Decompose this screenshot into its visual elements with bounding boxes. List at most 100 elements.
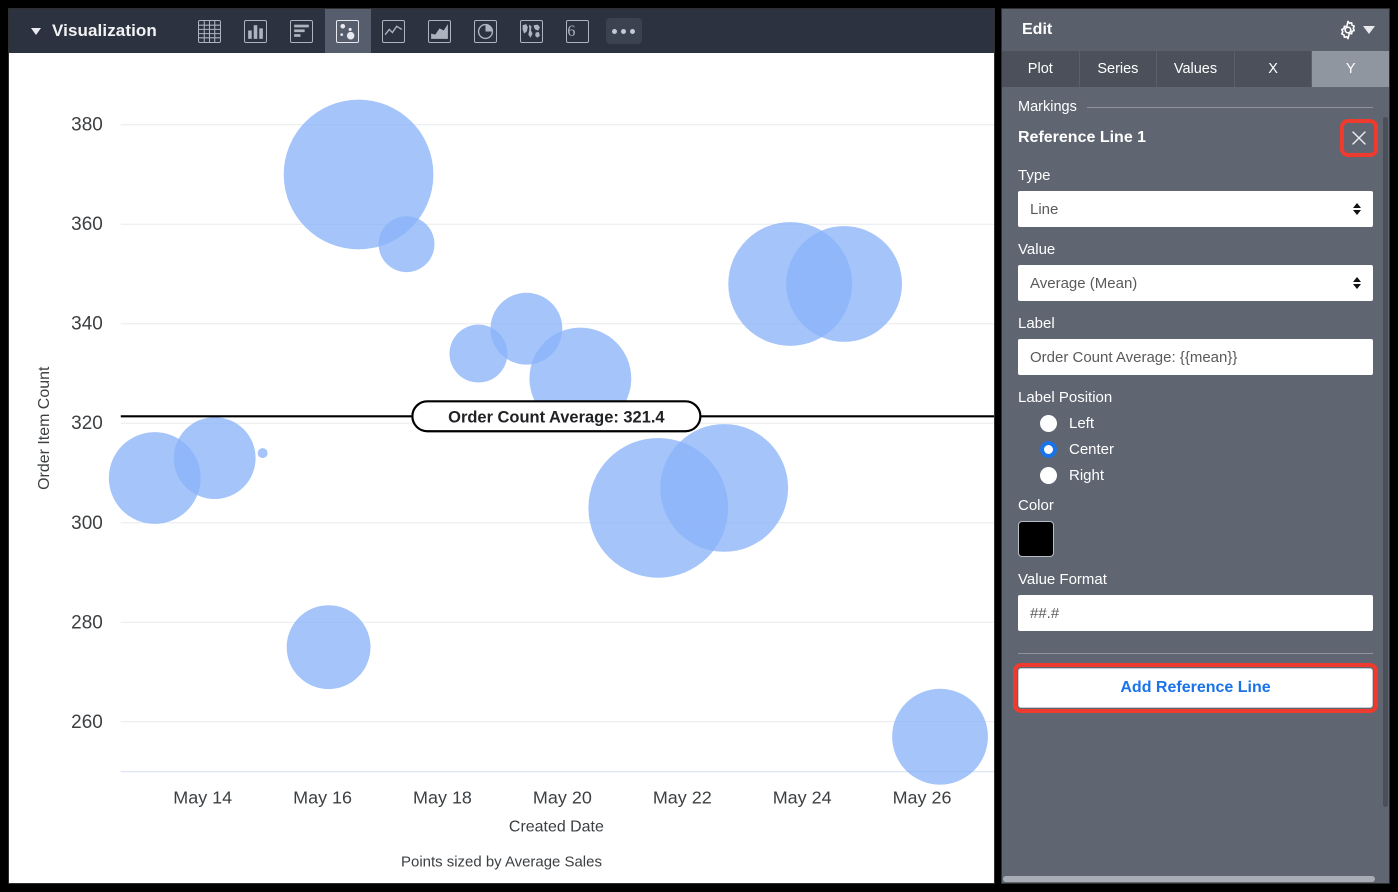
reference-line-label-pill xyxy=(411,400,702,433)
value-format-input-value: ##.# xyxy=(1030,604,1060,622)
add-reference-line-button[interactable]: Add Reference Line xyxy=(1013,663,1378,713)
color-field-label: Color xyxy=(1018,497,1054,514)
close-icon xyxy=(1348,127,1370,149)
color-swatch-button[interactable] xyxy=(1018,521,1054,557)
tab-plot[interactable]: Plot xyxy=(1002,51,1080,87)
value-select-value: Average (Mean) xyxy=(1030,274,1138,292)
value-format-input[interactable]: ##.# xyxy=(1018,595,1373,631)
markings-label: Markings xyxy=(1018,99,1077,115)
value-select[interactable]: Average (Mean) xyxy=(1018,265,1373,301)
settings-menu-button[interactable] xyxy=(1337,19,1375,41)
svg-text:280: 280 xyxy=(71,612,103,633)
stepper-arrows-icon xyxy=(1353,203,1361,215)
data-point xyxy=(786,226,903,342)
tab-y[interactable]: Y xyxy=(1312,51,1389,87)
type-select-value: Line xyxy=(1030,200,1059,218)
edit-panel-tabs: Plot Series Values X Y xyxy=(1002,51,1389,87)
area-chart-icon xyxy=(428,19,452,43)
svg-text:340: 340 xyxy=(71,314,103,335)
gear-icon xyxy=(1337,19,1359,41)
markings-section-header: Markings xyxy=(1018,99,1373,115)
svg-text:May 20: May 20 xyxy=(533,787,592,807)
label-input-value: Order Count Average: {{mean}} xyxy=(1030,348,1238,366)
radio-right[interactable] xyxy=(1040,467,1057,484)
svg-text:320: 320 xyxy=(71,413,103,434)
svg-text:May 26: May 26 xyxy=(893,787,952,807)
type-field-label: Type xyxy=(1018,167,1051,184)
visualization-title: Visualization xyxy=(52,21,157,40)
edit-panel-title: Edit xyxy=(1022,21,1053,38)
svg-text:May 24: May 24 xyxy=(773,787,832,807)
data-point xyxy=(173,417,256,500)
type-select[interactable]: Line xyxy=(1018,191,1373,227)
chart-type-table[interactable] xyxy=(187,9,233,53)
more-options-icon xyxy=(605,18,642,44)
footer-divider xyxy=(1018,653,1373,654)
data-point xyxy=(892,688,988,785)
value-format-field-label: Value Format xyxy=(1018,571,1107,588)
stepper-arrows-icon xyxy=(1353,277,1361,289)
label-position-field-label: Label Position xyxy=(1018,389,1113,406)
label-position-option-center[interactable]: Center xyxy=(1040,441,1373,458)
svg-text:380: 380 xyxy=(71,115,103,136)
chart-type-single-value[interactable]: 6 xyxy=(555,9,601,53)
tab-series[interactable]: Series xyxy=(1080,51,1158,87)
chart-footnote: Points sized by Average Sales xyxy=(401,853,602,870)
svg-text:May 14: May 14 xyxy=(173,787,232,807)
label-field-label: Label xyxy=(1018,315,1055,332)
edit-panel-header: Edit xyxy=(1002,9,1389,51)
svg-text:260: 260 xyxy=(71,712,103,733)
x-axis-labels: May 14 May 16 May 18 May 20 May 22 May 24 May … xyxy=(173,787,951,807)
label-position-center-label: Center xyxy=(1069,441,1115,458)
chart-canvas[interactable]: 380 360 340 320 300 280 260 Order Item Count May… xyxy=(9,53,994,883)
chart-type-bar[interactable] xyxy=(279,9,325,53)
radio-left[interactable] xyxy=(1040,415,1057,432)
data-point xyxy=(378,216,435,273)
pie-chart-icon xyxy=(474,19,498,43)
reference-line-label-text: Order Count Average: 321.4 xyxy=(448,408,665,426)
edit-panel: Edit Plot Series Values X Y Markings xyxy=(1001,8,1390,884)
tab-values[interactable]: Values xyxy=(1157,51,1235,87)
reference-line-title: Reference Line 1 xyxy=(1018,129,1147,146)
edit-panel-body: Markings Reference Line 1 Type Line xyxy=(1002,87,1389,883)
data-point xyxy=(286,605,371,690)
chart-type-pie[interactable] xyxy=(463,9,509,53)
remove-reference-line-button[interactable] xyxy=(1340,119,1378,157)
reference-line: Order Count Average: 321.4 xyxy=(120,400,994,433)
more-options-button[interactable] xyxy=(601,9,647,53)
y-axis-labels: 380 360 340 320 300 280 260 xyxy=(71,115,103,733)
chart-type-map[interactable] xyxy=(509,9,555,53)
caret-down-icon xyxy=(1363,26,1375,34)
single-value-number: 6 xyxy=(567,22,576,40)
panel-scrollbar[interactable] xyxy=(1383,87,1388,883)
visualization-title-group[interactable]: Visualization xyxy=(15,9,171,53)
value-field-label: Value xyxy=(1018,241,1056,258)
section-divider xyxy=(1086,106,1373,108)
data-point xyxy=(257,448,268,459)
svg-text:360: 360 xyxy=(71,214,103,235)
chart-type-line[interactable] xyxy=(371,9,417,53)
chart-type-column[interactable] xyxy=(233,9,279,53)
svg-text:300: 300 xyxy=(71,513,103,534)
horizontal-bar-icon xyxy=(290,19,314,43)
chart-type-scatter[interactable] xyxy=(324,9,371,53)
svg-text:May 16: May 16 xyxy=(293,787,352,807)
scatter-chart: 380 360 340 320 300 280 260 Order Item Count May… xyxy=(36,99,994,870)
data-point xyxy=(660,424,789,552)
chart-type-area[interactable] xyxy=(417,9,463,53)
label-input[interactable]: Order Count Average: {{mean}} xyxy=(1018,339,1373,375)
bar-chart-icon xyxy=(244,19,268,43)
visualization-header: Visualization xyxy=(9,9,994,53)
panel-horizontal-scrollbar[interactable] xyxy=(1003,876,1375,882)
radio-center[interactable] xyxy=(1040,441,1057,458)
map-icon xyxy=(520,19,544,43)
tab-x[interactable]: X xyxy=(1235,51,1313,87)
table-icon xyxy=(198,19,222,43)
chart-type-toolbar: 6 xyxy=(187,9,647,53)
svg-text:May 18: May 18 xyxy=(413,787,472,807)
visualization-panel: Visualization xyxy=(8,8,995,884)
label-position-option-right[interactable]: Right xyxy=(1040,467,1373,484)
label-position-option-left[interactable]: Left xyxy=(1040,415,1373,432)
svg-text:May 22: May 22 xyxy=(653,787,712,807)
